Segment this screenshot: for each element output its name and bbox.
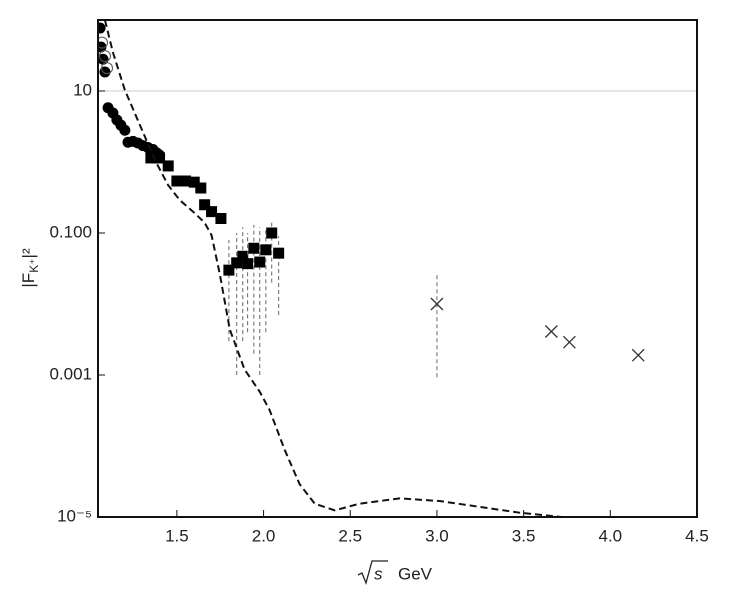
y-tick-label: 0.100 — [49, 222, 92, 241]
point — [231, 257, 243, 269]
point — [171, 175, 183, 187]
plot-area — [98, 20, 697, 517]
y-label-part: |F — [19, 273, 38, 288]
y-tick-label: 10 — [73, 80, 92, 99]
x-tick-label: 3.0 — [425, 526, 449, 545]
point — [154, 152, 166, 164]
x-tick-label: 4.0 — [598, 526, 622, 545]
sqrt-sign — [357, 560, 388, 586]
point — [223, 264, 235, 276]
point — [260, 244, 272, 256]
point — [199, 199, 211, 211]
x-tick-label: 1.5 — [165, 526, 189, 545]
x-label-unit: GeV — [398, 564, 433, 583]
plot-frame — [97, 19, 698, 518]
point — [98, 50, 111, 63]
x-tick-label: 2.0 — [252, 526, 276, 545]
point — [188, 176, 200, 188]
point — [195, 182, 207, 194]
point — [254, 256, 266, 268]
x-axis-label: s GeV — [357, 560, 433, 586]
point — [215, 213, 227, 225]
point — [266, 227, 278, 239]
point — [631, 348, 645, 362]
point — [162, 160, 174, 172]
y-tick-label: 0.001 — [49, 364, 92, 383]
point — [180, 175, 192, 187]
point — [237, 250, 249, 262]
point — [119, 124, 131, 136]
point — [273, 247, 285, 259]
y-label-part: K⁺ — [27, 258, 41, 272]
x-tick-label: 3.5 — [512, 526, 536, 545]
point — [544, 325, 558, 338]
point — [242, 258, 254, 270]
y-axis-label: |FK⁺|² — [19, 248, 41, 288]
model-curve — [103, 20, 562, 517]
point — [145, 152, 157, 164]
x-tick-label: 4.5 — [685, 526, 709, 545]
point — [430, 297, 444, 311]
point — [206, 206, 218, 218]
x-tick-label: 2.5 — [338, 526, 362, 545]
point — [101, 62, 114, 75]
y-label-part: |² — [19, 248, 38, 258]
y-tick-label: 10⁻⁵ — [57, 506, 92, 525]
point — [98, 41, 107, 53]
point — [248, 242, 260, 254]
point — [98, 22, 106, 34]
point — [98, 36, 108, 49]
x-label-root: s — [374, 564, 383, 583]
point — [99, 66, 111, 78]
point — [562, 335, 576, 349]
